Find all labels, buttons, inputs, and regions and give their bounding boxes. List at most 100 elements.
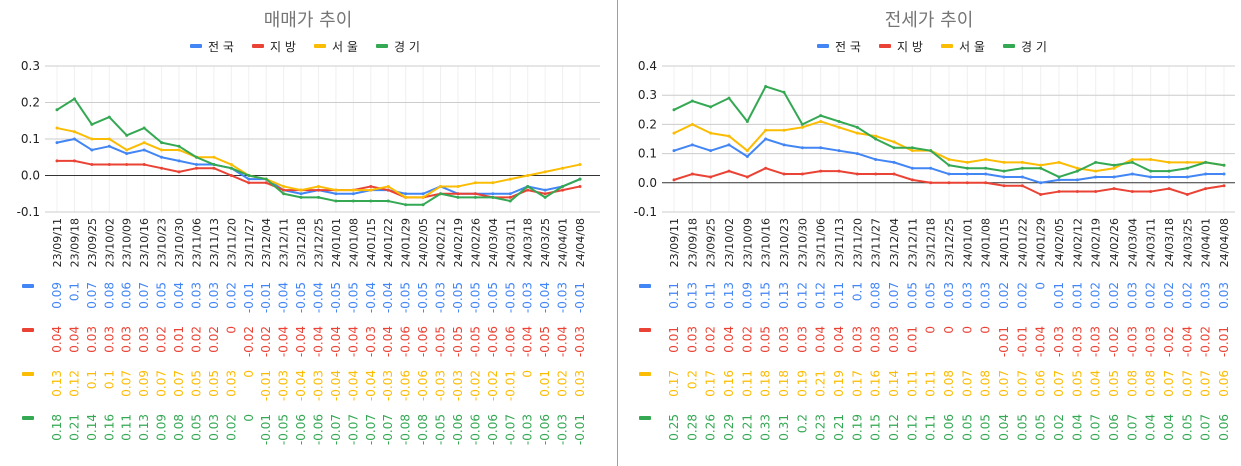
data-label: 0.03 — [102, 326, 116, 353]
data-label: 0.04 — [814, 326, 828, 353]
data-label: -0.08 — [399, 414, 413, 445]
data-point — [1002, 160, 1006, 164]
data-label: 0.07 — [1180, 370, 1194, 397]
data-point — [55, 126, 59, 130]
data-point — [508, 195, 512, 199]
data-label: 0 — [924, 326, 938, 334]
data-label: 0.11 — [924, 370, 938, 397]
data-point — [142, 141, 146, 145]
data-label: -0.04 — [329, 370, 343, 401]
data-label: 0.16 — [722, 370, 736, 397]
x-tick-label: 23/10/09 — [741, 218, 754, 267]
data-point — [299, 195, 303, 199]
x-tick-label: 24/04/08 — [1218, 218, 1231, 267]
data-row-swatch-지방 — [639, 328, 651, 332]
data-point — [247, 174, 251, 177]
data-label: 0.18 — [759, 370, 773, 397]
data-label: 0.03 — [869, 326, 883, 353]
data-label: 0.03 — [979, 282, 993, 309]
x-tick-label: 23/11/27 — [870, 218, 883, 267]
data-label: 0.03 — [224, 370, 238, 397]
data-label: 0.08 — [942, 370, 956, 397]
chart-divider — [617, 0, 618, 466]
data-point — [672, 108, 676, 112]
data-label: 0 — [942, 326, 956, 334]
data-point — [317, 188, 320, 192]
data-point — [299, 188, 303, 192]
data-label: 0.2 — [795, 414, 809, 433]
data-point — [800, 172, 804, 176]
data-label: 0.03 — [1199, 282, 1213, 309]
data-point — [1002, 169, 1006, 173]
data-point — [404, 195, 408, 199]
data-point — [212, 155, 216, 159]
data-point — [709, 105, 713, 109]
data-point — [160, 148, 164, 152]
x-tick-label: 24/02/05 — [1053, 218, 1066, 267]
data-row-swatch-경기 — [22, 416, 34, 420]
data-label: 0.21 — [740, 414, 754, 441]
jeonse-price-trend-chart: 전세가 추이전 국 지 방 서 울 경 기 0.4 0.3 0.2 0.1 0.0 -0.1 23/… — [634, 10, 1235, 441]
data-label: -0.07 — [329, 414, 343, 445]
data-label: 0.08 — [172, 414, 186, 441]
x-tick-label: 24/01/08 — [347, 218, 360, 267]
x-tick-label: 24/01/01 — [330, 218, 343, 267]
data-point — [709, 149, 713, 153]
data-point — [125, 148, 129, 152]
y-tick-label: 0.0 — [638, 176, 657, 190]
data-label: 0 — [242, 370, 256, 378]
x-tick-label: 23/10/16 — [760, 218, 773, 267]
data-label: 0.09 — [740, 282, 754, 309]
data-point — [142, 163, 146, 167]
data-point — [317, 195, 320, 199]
data-point — [947, 172, 951, 176]
data-label: 0.05 — [155, 282, 169, 309]
data-label: 0.08 — [1144, 370, 1158, 397]
data-label: 0.04 — [1089, 370, 1103, 397]
data-label: 0.14 — [887, 370, 901, 397]
data-label: 0.04 — [722, 326, 736, 353]
data-point — [874, 172, 878, 176]
data-point — [369, 188, 373, 192]
y-tick-label: 0.2 — [638, 117, 657, 131]
data-label: -0.05 — [346, 282, 360, 313]
data-point — [984, 172, 988, 176]
data-label: 0.12 — [887, 414, 901, 441]
data-point — [229, 174, 233, 177]
data-label: -0.02 — [1107, 326, 1121, 357]
data-point — [177, 170, 181, 174]
data-point — [526, 184, 530, 188]
data-label: 0.19 — [832, 370, 846, 397]
data-label: 0.05 — [960, 414, 974, 441]
data-point — [1094, 190, 1098, 194]
x-tick-label: 23/12/18 — [295, 218, 308, 267]
y-tick-label: 0.3 — [21, 59, 40, 73]
data-point — [947, 181, 951, 185]
data-label: 0.21 — [814, 370, 828, 397]
data-label: 0.05 — [1034, 414, 1048, 441]
x-tick-label: 23/10/09 — [121, 218, 134, 267]
data-point — [543, 192, 547, 196]
data-label: 0.17 — [850, 370, 864, 397]
data-label: -0.05 — [434, 326, 448, 357]
x-tick-label: 24/04/01 — [557, 218, 570, 267]
data-label: -0.04 — [346, 370, 360, 401]
data-point — [1075, 166, 1079, 170]
data-label: -0.04 — [294, 326, 308, 357]
data-label: 0.13 — [685, 282, 699, 309]
legend-swatch-전국 — [190, 44, 202, 48]
data-point — [1075, 190, 1079, 194]
x-tick-label: 23/10/30 — [173, 218, 186, 267]
data-label: 0.04 — [1070, 414, 1084, 441]
legend-swatch-경기 — [1003, 44, 1015, 48]
data-label: 0.03 — [189, 282, 203, 309]
data-label: 0.11 — [832, 282, 846, 309]
data-label: 0.21 — [832, 414, 846, 441]
data-point — [282, 192, 286, 196]
x-tick-label: 23/11/13 — [833, 218, 846, 267]
data-label: 0.02 — [1107, 282, 1121, 309]
data-label: -0.04 — [277, 326, 291, 357]
data-label: 0.21 — [67, 414, 81, 441]
data-label: -0.07 — [381, 414, 395, 445]
y-tick-label: 0.0 — [21, 169, 40, 183]
